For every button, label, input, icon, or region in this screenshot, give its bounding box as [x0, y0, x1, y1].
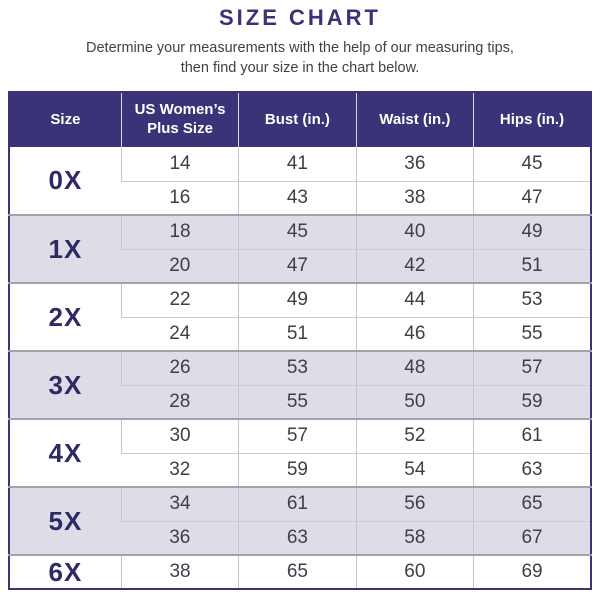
- measurement-cell: 58: [355, 520, 474, 555]
- size-label: 6X: [9, 554, 122, 589]
- subtitle-line-1: Determine your measurements with the hel…: [86, 40, 514, 56]
- measurement-cell: 60: [355, 554, 474, 589]
- measurement-cell: 65: [238, 554, 357, 589]
- table-row: 36 63 58 67: [9, 520, 591, 555]
- column-header: US Women’s Plus Size: [120, 92, 239, 147]
- page-subtitle: Determine your measurements with the hel…: [0, 38, 600, 78]
- column-header: Waist (in.): [355, 92, 474, 147]
- measurement-cell: 43: [238, 180, 357, 215]
- measurement-cell: 69: [473, 554, 591, 589]
- measurement-cell: 56: [355, 486, 474, 521]
- size-label: 1X: [9, 214, 122, 283]
- table-row: 2X 22 49 44 53: [9, 282, 591, 351]
- measurement-cell: 49: [473, 214, 591, 249]
- measurement-cell: 36: [355, 147, 474, 181]
- measurement-cell: 55: [473, 316, 591, 351]
- measurement-cell: 48: [355, 350, 474, 385]
- table-row: 5X 34 61 56 65: [9, 486, 591, 555]
- measurement-cell: 41: [238, 147, 357, 181]
- measurement-cell: 34: [120, 486, 239, 521]
- table-row: 3X 26 53 48 57: [9, 350, 591, 419]
- measurement-cell: 30: [120, 418, 239, 453]
- measurement-cell: 20: [121, 248, 239, 283]
- table-row: 32 59 54 63: [9, 452, 591, 487]
- page-title: SIZE CHART: [219, 5, 381, 30]
- measurement-cell: 54: [355, 452, 474, 487]
- size-label: 3X: [9, 350, 122, 419]
- column-header: Bust (in.): [238, 92, 357, 147]
- measurement-cell: 47: [238, 248, 357, 283]
- measurement-cell: 55: [238, 384, 357, 419]
- measurement-cell: 45: [238, 214, 357, 249]
- table-row: 28 55 50 59: [9, 384, 591, 419]
- size-label: 0X: [48, 165, 83, 195]
- measurement-cell: 26: [120, 350, 239, 385]
- measurement-cell: 49: [238, 282, 357, 317]
- measurement-cell: 18: [120, 214, 239, 249]
- measurement-cell: 52: [355, 418, 474, 453]
- measurement-cell: 42: [355, 248, 474, 283]
- measurement-cell: 14: [120, 147, 239, 181]
- measurement-cell: 51: [238, 316, 357, 351]
- measurement-cell: 47: [473, 180, 591, 215]
- table-row: 16 43 38 47: [9, 180, 591, 215]
- measurement-cell: 24: [121, 316, 239, 351]
- measurement-cell: 63: [238, 520, 357, 555]
- measurement-cell: 59: [473, 384, 591, 419]
- measurement-cell: 22: [120, 282, 239, 317]
- measurement-cell: 28: [121, 384, 239, 419]
- measurement-cell: 59: [238, 452, 357, 487]
- measurement-cell: 53: [473, 282, 591, 317]
- table-row: 4X 30 57 52 61: [9, 418, 591, 487]
- measurement-cell: 50: [355, 384, 474, 419]
- measurement-cell: 38: [355, 180, 474, 215]
- size-label: 2X: [9, 282, 122, 351]
- table-row: 24 51 46 55: [9, 316, 591, 351]
- table-row: 6X 38 65 60 69: [9, 554, 591, 589]
- measurement-cell: 65: [473, 486, 591, 521]
- measurement-cell: 44: [355, 282, 474, 317]
- measurement-cell: 46: [355, 316, 474, 351]
- column-header: Hips (in.): [473, 92, 591, 147]
- measurement-cell: 61: [238, 486, 357, 521]
- size-label: 4X: [9, 418, 122, 487]
- measurement-cell: 57: [473, 350, 591, 385]
- measurement-cell: 53: [238, 350, 357, 385]
- table-row: 1X 18 45 40 49: [9, 214, 591, 283]
- measurement-cell: 40: [355, 214, 474, 249]
- measurement-cell: 38: [120, 554, 239, 589]
- size-label: 5X: [9, 486, 122, 555]
- measurement-cell: 36: [121, 520, 239, 555]
- measurement-cell: 32: [121, 452, 239, 487]
- table-row: 20 47 42 51: [9, 248, 591, 283]
- size-chart-table: Size US Women’s Plus Size Bust (in.) Waist …: [8, 91, 592, 590]
- measurement-cell: 16: [121, 180, 239, 215]
- measurement-cell: 51: [473, 248, 591, 283]
- column-header: Size: [9, 92, 122, 147]
- measurement-cell: 63: [473, 452, 591, 487]
- measurement-cell: 67: [473, 520, 591, 555]
- table-row: 0X 14 41 36 45: [9, 147, 591, 195]
- measurement-cell: 57: [238, 418, 357, 453]
- subtitle-line-2: then find your size in the chart below.: [180, 60, 420, 76]
- measurement-cell: 45: [473, 147, 591, 181]
- measurement-cell: 61: [473, 418, 591, 453]
